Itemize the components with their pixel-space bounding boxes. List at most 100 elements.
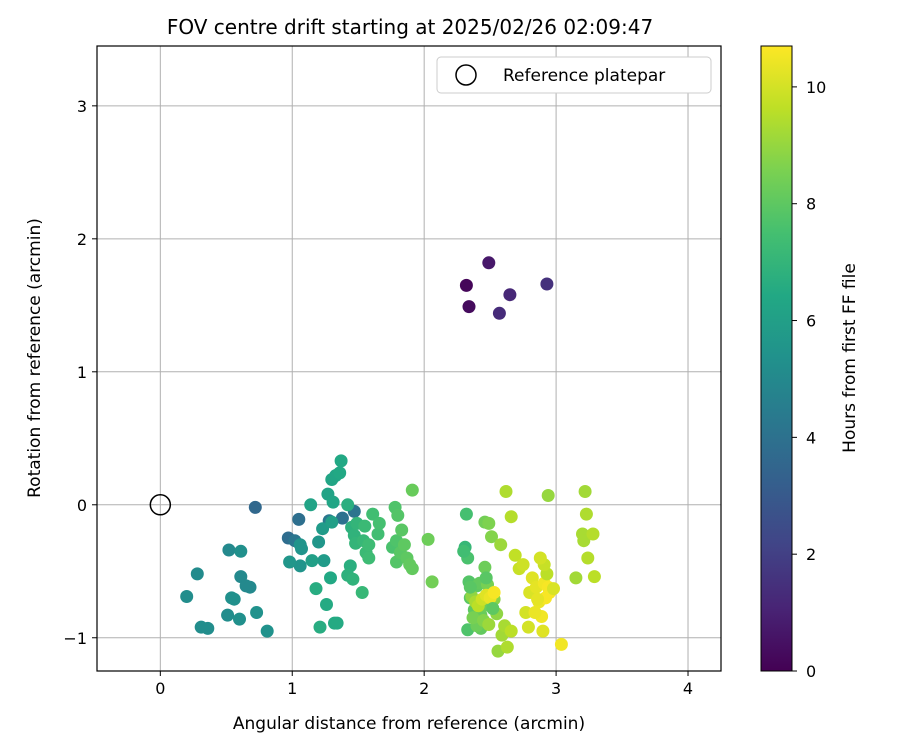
colorbar-ticks: 0 2 4 6 8 10	[792, 78, 826, 681]
data-point	[358, 519, 372, 533]
x-tick-label: 4	[683, 679, 693, 698]
data-points	[180, 256, 601, 658]
chart-title: FOV centre drift starting at 2025/02/26 …	[167, 15, 653, 39]
data-point	[499, 485, 513, 498]
data-point	[355, 586, 369, 599]
y-axis-label: Rotation from reference (arcmin)	[25, 218, 45, 498]
data-point	[487, 586, 501, 599]
data-point	[485, 530, 498, 544]
colorbar: 0 2 4 6 8 10 Hours from first FF file	[760, 45, 860, 681]
data-point	[227, 592, 241, 606]
data-point	[519, 606, 533, 619]
data-point	[459, 278, 473, 292]
data-point	[326, 495, 340, 509]
data-point	[504, 510, 518, 524]
data-point	[283, 555, 297, 569]
data-point	[579, 507, 593, 521]
legend-entry-reference: Reference platepar	[503, 66, 665, 86]
data-point	[581, 551, 595, 565]
data-point	[312, 535, 326, 549]
colorbar-tick-label: 4	[806, 428, 816, 447]
data-point	[463, 580, 477, 594]
data-point	[504, 624, 518, 638]
data-point	[516, 558, 530, 572]
data-point	[533, 551, 547, 565]
data-point	[250, 606, 264, 619]
data-point	[362, 551, 376, 565]
data-point	[397, 538, 411, 552]
colorbar-label: Hours from first FF file	[840, 263, 860, 453]
data-point	[425, 575, 439, 589]
data-point	[541, 489, 555, 502]
data-point	[324, 571, 337, 585]
data-point	[405, 483, 419, 497]
x-tick-label: 0	[155, 679, 165, 698]
data-point	[366, 507, 380, 521]
y-tick-label: 2	[77, 230, 87, 249]
data-point	[587, 570, 601, 584]
data-point	[569, 571, 583, 585]
x-tick-label: 1	[287, 679, 297, 698]
data-point	[577, 534, 591, 548]
data-point	[482, 516, 496, 530]
x-axis-label: Angular distance from reference (arcmin)	[233, 714, 585, 734]
x-tick-label: 3	[551, 679, 561, 698]
y-tick-label: 3	[77, 97, 87, 116]
data-point	[503, 288, 517, 302]
data-point	[500, 640, 514, 654]
data-point	[371, 527, 385, 541]
data-point	[362, 538, 376, 552]
plot-frame	[96, 45, 722, 672]
y-tick-label: 0	[77, 496, 87, 515]
colorbar-gradient	[760, 45, 793, 672]
data-point	[492, 306, 506, 320]
data-point	[260, 624, 274, 638]
colorbar-tick-label: 10	[806, 78, 826, 97]
data-point	[395, 523, 409, 537]
reference-marker	[149, 494, 172, 516]
data-point	[233, 612, 246, 626]
colorbar-tick-label: 6	[806, 312, 816, 331]
data-point	[536, 624, 550, 638]
data-point	[466, 611, 480, 625]
data-point	[295, 542, 308, 556]
data-point	[478, 560, 492, 574]
data-point	[554, 637, 568, 651]
data-point	[330, 616, 344, 630]
data-point	[320, 598, 333, 611]
data-point	[248, 500, 262, 514]
data-point	[341, 498, 355, 512]
data-point	[459, 507, 473, 521]
data-point	[293, 559, 307, 573]
data-point	[180, 590, 194, 603]
data-point	[479, 571, 493, 585]
data-point	[547, 582, 560, 596]
colorbar-tick-label: 8	[806, 195, 816, 214]
data-point	[457, 544, 471, 558]
data-point	[292, 512, 306, 526]
reference-marker-layer	[149, 494, 172, 516]
data-point	[243, 580, 257, 594]
data-point	[316, 522, 330, 536]
data-point	[540, 277, 554, 291]
data-point	[305, 554, 319, 568]
data-point	[462, 300, 476, 314]
data-point	[304, 498, 318, 512]
x-tick-label: 2	[419, 679, 429, 698]
data-point	[586, 527, 600, 541]
data-point	[222, 543, 236, 557]
data-point	[335, 511, 349, 525]
data-point	[508, 548, 522, 562]
data-point	[482, 256, 496, 270]
x-axis-ticks: 0 1 2 3 4	[155, 671, 693, 698]
colorbar-tick-label: 2	[806, 545, 816, 564]
data-point	[333, 466, 347, 480]
data-point	[494, 538, 508, 552]
data-point	[578, 485, 592, 498]
data-point	[482, 618, 496, 631]
data-point	[201, 621, 215, 635]
data-point	[421, 532, 435, 546]
data-point	[528, 606, 542, 619]
data-point	[372, 516, 386, 530]
legend-reference-marker	[455, 64, 477, 86]
